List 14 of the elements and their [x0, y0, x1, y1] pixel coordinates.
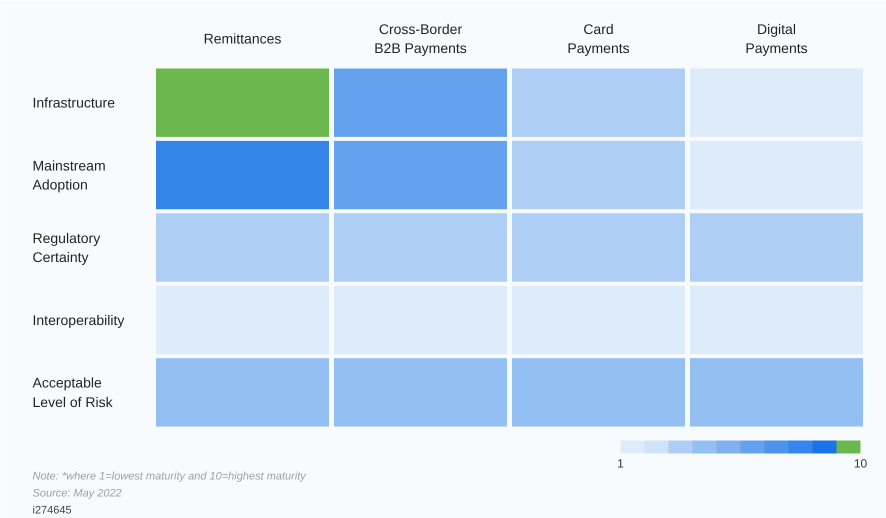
x-tick-label: Digital Payments: [745, 20, 808, 56]
y-tick-label: Mainstream Adoption: [32, 158, 106, 193]
y-tick-label: Infrastructure: [32, 94, 116, 111]
color-bar-label: 10: [854, 456, 868, 470]
x-tick-label: Card Payments: [567, 20, 630, 56]
x-tick-label: Remittances: [204, 30, 282, 46]
y-tick-label: Regulatory Certainty: [32, 230, 100, 266]
source-note: Source: May 2022: [32, 488, 122, 500]
text: Note: *where 1=lowest maturity and 10=highest maturity: [32, 470, 308, 482]
text: i274645: [32, 504, 72, 516]
y-tick-label: Interoperability: [32, 312, 124, 328]
x-tick-label: Cross-Border B2B Payments: [374, 20, 467, 56]
y-tick-label: Acceptable Level of Risk: [32, 374, 114, 410]
color-bar-label: 1: [617, 456, 624, 470]
